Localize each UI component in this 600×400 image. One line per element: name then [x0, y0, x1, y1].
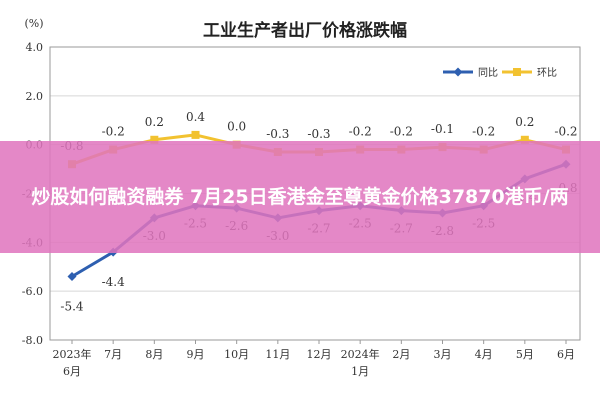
data-point-yoy — [67, 272, 77, 282]
y-tick-label: 4.0 — [26, 41, 44, 54]
legend-marker-yoy — [453, 67, 463, 77]
data-label-mom: -0.2 — [102, 125, 125, 139]
x-tick-label: 8月 — [145, 348, 163, 361]
x-tick-label: 1月 — [351, 365, 369, 378]
data-label-mom: -0.1 — [431, 122, 454, 136]
data-label-mom: 0.2 — [515, 115, 534, 129]
y-unit-label: (%) — [24, 17, 43, 30]
data-point-mom — [520, 135, 529, 144]
data-label-yoy: -5.4 — [60, 300, 84, 314]
legend-label-mom: 环比 — [537, 67, 557, 79]
chart-title: 工业生产者出厂价格涨跌幅 — [203, 20, 407, 41]
data-label-mom: -0.2 — [554, 125, 577, 139]
data-label-mom: 0.2 — [145, 115, 164, 129]
x-tick-label: 3月 — [434, 348, 452, 361]
data-label-mom: -0.2 — [390, 125, 413, 139]
banner-headline[interactable]: 炒股如何融资融券 7月25日香港金至尊黄金价格37870港币/两 — [31, 186, 569, 208]
x-tick-label: 2023年 — [53, 347, 92, 361]
overlay-banner[interactable]: 炒股如何融资融券 7月25日香港金至尊黄金价格37870港币/两 — [0, 141, 600, 253]
data-label-mom: -0.2 — [349, 125, 372, 139]
x-tick-label: 9月 — [187, 348, 205, 361]
x-tick-label: 4月 — [475, 348, 493, 361]
x-tick-label: 11月 — [265, 348, 290, 361]
data-label-mom: 0.4 — [186, 110, 205, 124]
data-point-mom — [150, 135, 159, 144]
legend-marker-mom — [513, 68, 521, 76]
y-tick-label: -8.0 — [22, 334, 43, 347]
legend: 同比 环比 — [443, 67, 557, 79]
y-tick-label: -6.0 — [22, 285, 43, 298]
y-tick-label: 2.0 — [26, 90, 44, 103]
x-tick-label: 10月 — [224, 348, 249, 361]
x-tick-label: 7月 — [104, 348, 122, 361]
x-tick-label: 2024年 — [341, 347, 380, 361]
x-tick-label: 6月 — [63, 365, 81, 378]
x-tick-label: 5月 — [516, 348, 534, 361]
data-label-mom: -0.3 — [266, 127, 289, 141]
x-tick-label: 2月 — [392, 348, 410, 361]
data-label-mom: -0.3 — [307, 127, 330, 141]
x-tick-label: 6月 — [557, 348, 575, 361]
legend-label-yoy: 同比 — [478, 67, 498, 79]
data-label-mom: 0.0 — [227, 120, 246, 134]
data-label-mom: -0.2 — [472, 125, 495, 139]
x-tick-label: 12月 — [307, 348, 332, 361]
data-point-mom — [191, 130, 200, 139]
data-label-yoy: -4.4 — [102, 275, 126, 289]
